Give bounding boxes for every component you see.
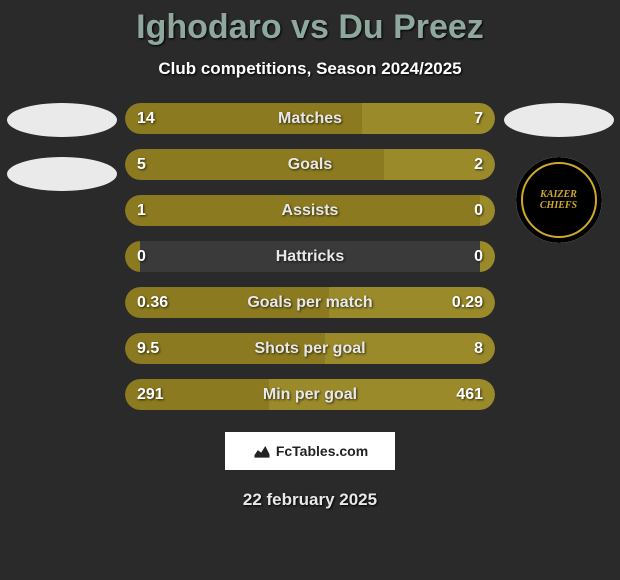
player-right-avatar — [504, 103, 614, 137]
kaizer-chiefs-badge: KAIZERCHIEFS — [516, 157, 602, 243]
stat-bar-shots-per-goal: 9.58Shots per goal — [125, 333, 495, 364]
player-right-column: KAIZERCHIEFS — [501, 103, 616, 243]
stat-label: Goals — [125, 149, 495, 180]
stat-bar-hattricks: 00Hattricks — [125, 241, 495, 272]
stat-label: Min per goal — [125, 379, 495, 410]
stat-label: Matches — [125, 103, 495, 134]
stat-bar-goals: 52Goals — [125, 149, 495, 180]
stat-bar-goals-per-match: 0.360.29Goals per match — [125, 287, 495, 318]
subtitle: Club competitions, Season 2024/2025 — [0, 59, 620, 79]
stat-label: Goals per match — [125, 287, 495, 318]
club-badge-text: KAIZERCHIEFS — [540, 189, 577, 211]
player-left-club-logo — [7, 157, 117, 191]
brand-badge: FcTables.com — [225, 432, 395, 470]
stat-bar-min-per-goal: 291461Min per goal — [125, 379, 495, 410]
comparison-content: KAIZERCHIEFS 147Matches 52Goals 10Assists 0… — [0, 103, 620, 410]
stat-label: Hattricks — [125, 241, 495, 272]
stat-label: Assists — [125, 195, 495, 226]
player-left-column — [4, 103, 119, 191]
page-title: Ighodaro vs Du Preez — [0, 0, 620, 47]
player-left-avatar — [7, 103, 117, 137]
date-text: 22 february 2025 — [0, 490, 620, 510]
stats-bars: 147Matches 52Goals 10Assists 00Hattricks 0.3… — [125, 103, 495, 410]
stat-bar-assists: 10Assists — [125, 195, 495, 226]
player-right-club-logo: KAIZERCHIEFS — [516, 157, 602, 243]
brand-text: FcTables.com — [276, 443, 368, 459]
chart-icon — [252, 441, 272, 461]
stat-bar-matches: 147Matches — [125, 103, 495, 134]
stat-label: Shots per goal — [125, 333, 495, 364]
